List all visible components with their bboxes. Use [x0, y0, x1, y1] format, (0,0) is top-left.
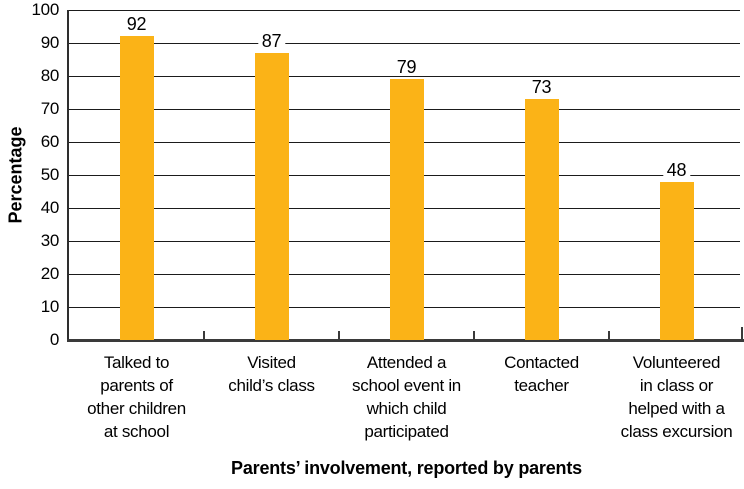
y-tick-label: 10 — [40, 297, 60, 316]
gridline — [69, 43, 740, 44]
category-label-4: Contacted teacher — [504, 353, 579, 395]
category-labels: Talked to parents of other children at s… — [69, 351, 744, 443]
y-tick-label: 0 — [49, 330, 59, 349]
bar-value-label: 48 — [662, 160, 691, 179]
x-axis-tick — [608, 331, 610, 340]
bar-2 — [254, 52, 289, 340]
gridline — [69, 10, 740, 11]
y-tick-label: 90 — [40, 33, 60, 52]
y-tick-label: 40 — [40, 198, 60, 217]
x-axis-tick — [203, 331, 205, 340]
y-tick-label: 70 — [40, 99, 60, 118]
bar-1 — [119, 36, 154, 340]
y-tick-label: 100 — [31, 0, 60, 19]
x-axis-title: Parents’ involvement, reported by parent… — [231, 458, 582, 478]
y-tick-label: 50 — [40, 165, 60, 184]
category-label-5: Volunteered in class or helped with a cl… — [620, 353, 733, 441]
x-axis-tick — [338, 331, 340, 340]
y-tick-label: 20 — [40, 264, 60, 283]
x-axis-line — [67, 339, 744, 342]
y-tick-label: 80 — [40, 66, 60, 85]
gridline — [69, 76, 740, 77]
y-tick-label: 30 — [40, 231, 60, 250]
plot-area: 92 87 79 73 48 — [69, 10, 744, 340]
bar-value-label: 73 — [527, 78, 556, 97]
bar-value-label: 87 — [257, 31, 286, 50]
x-axis-tick — [741, 327, 743, 340]
bar-3 — [389, 79, 424, 340]
y-tick-label: 60 — [40, 132, 60, 151]
y-axis-line — [67, 10, 69, 340]
bar-4 — [524, 99, 559, 340]
category-label-2: Visited child’s class — [228, 353, 315, 395]
category-label-3: Attended a school event in which child p… — [352, 353, 461, 441]
bar-5 — [659, 181, 694, 340]
bar-value-label: 79 — [392, 58, 421, 77]
x-axis-tick — [473, 331, 475, 340]
category-label-1: Talked to parents of other children at s… — [87, 353, 186, 441]
bar-value-label: 92 — [122, 15, 151, 34]
